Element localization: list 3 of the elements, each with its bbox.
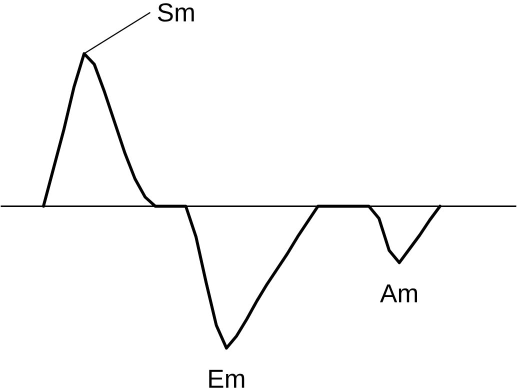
text: Sm [158,3,194,22]
text: Em [209,370,244,388]
annotation: Am [380,284,418,302]
